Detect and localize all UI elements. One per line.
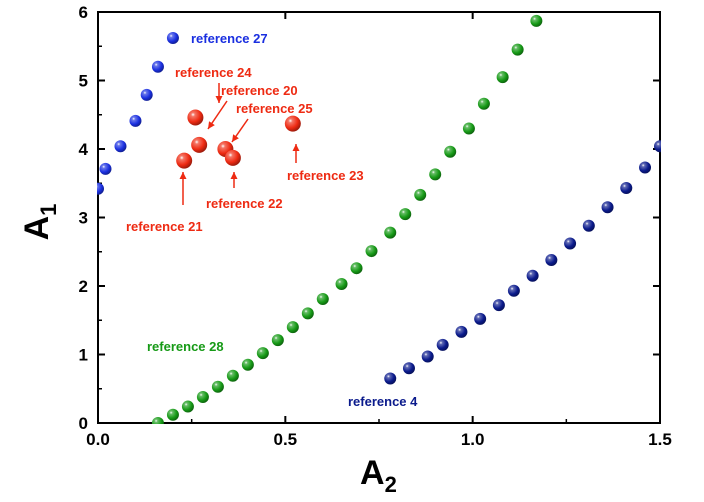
point-reference-27 [129, 114, 142, 127]
point-reference-4 [384, 372, 397, 385]
point-reference-27 [97, 182, 104, 195]
point-reference-28 [365, 245, 378, 258]
point-reference-4 [421, 350, 434, 363]
point-reference-28 [241, 358, 254, 371]
y-tick-label: 4 [79, 140, 89, 159]
point-reference-27 [99, 162, 112, 175]
point-reference-4 [507, 284, 520, 297]
y-axis-title-sub: 1 [36, 204, 61, 216]
annotations: reference 27 reference 24 reference 20 refe… [126, 31, 418, 409]
point-reference-4 [436, 338, 449, 351]
y-tick-label: 3 [79, 209, 88, 228]
point-reference-22 [224, 149, 241, 166]
y-tick-label: 0 [79, 414, 88, 433]
annotation-arrowhead [179, 172, 187, 179]
y-axis-title: A1 [18, 204, 61, 241]
point-reference-20 [191, 136, 208, 153]
point-reference-24 [187, 109, 204, 126]
annotation-reference-23: reference 23 [287, 168, 364, 183]
point-reference-28 [196, 390, 209, 403]
point-reference-28 [316, 293, 329, 306]
point-reference-4 [639, 161, 652, 174]
annotation-arrowhead [292, 144, 300, 151]
axes: 0.0 0.5 1.0 1.5 0 1 2 3 4 5 6 [79, 3, 672, 449]
point-reference-27 [151, 60, 164, 73]
point-reference-28 [166, 408, 179, 421]
point-reference-4 [564, 237, 577, 250]
annotation-reference-27: reference 27 [191, 31, 268, 46]
annotation-arrowhead [208, 121, 215, 129]
point-reference-27 [140, 88, 153, 101]
point-reference-4 [455, 325, 468, 338]
y-tick-label: 2 [79, 277, 88, 296]
annotation-arrowhead [230, 172, 238, 179]
x-tick-label: 0.5 [274, 430, 298, 449]
point-reference-4 [582, 219, 595, 232]
annotation-arrowhead [232, 134, 239, 142]
point-reference-4 [492, 299, 505, 312]
data-points [97, 14, 661, 424]
point-reference-21 [176, 152, 193, 169]
x-axis-title: A2 [360, 454, 397, 497]
point-reference-28 [530, 14, 543, 27]
point-reference-28 [271, 334, 284, 347]
point-reference-28 [211, 380, 224, 393]
point-reference-28 [151, 417, 164, 424]
point-reference-28 [256, 347, 269, 360]
x-tick-label: 1.5 [648, 430, 672, 449]
annotation-reference-25: reference 25 [236, 101, 313, 116]
annotation-reference-22: reference 22 [206, 196, 283, 211]
point-reference-28 [301, 307, 314, 320]
point-reference-28 [511, 43, 524, 56]
point-reference-28 [226, 369, 239, 382]
point-reference-28 [444, 145, 457, 158]
point-reference-4 [402, 362, 415, 375]
x-tick-label: 0.0 [86, 430, 110, 449]
point-reference-27 [166, 32, 179, 45]
point-reference-28 [181, 400, 194, 413]
y-axis-title-group: A1 [18, 204, 61, 241]
point-reference-28 [414, 188, 427, 201]
y-tick-label: 5 [79, 72, 88, 91]
y-tick-label: 1 [79, 346, 88, 365]
point-reference-27 [114, 140, 127, 153]
point-reference-28 [477, 97, 490, 110]
annotation-reference-28: reference 28 [147, 339, 224, 354]
point-reference-28 [286, 321, 299, 334]
x-axis-title-sub: 2 [385, 472, 397, 497]
point-reference-28 [384, 226, 397, 239]
point-reference-28 [429, 168, 442, 181]
point-reference-4 [474, 312, 487, 325]
point-reference-4 [526, 269, 539, 282]
point-reference-4 [654, 140, 661, 153]
point-reference-28 [350, 262, 363, 275]
point-reference-4 [545, 253, 558, 266]
annotation-reference-20: reference 20 [221, 83, 298, 98]
point-reference-4 [601, 201, 614, 214]
annotation-arrowhead [215, 96, 223, 103]
point-reference-28 [462, 122, 475, 135]
y-tick-label: 6 [79, 3, 88, 22]
point-reference-28 [399, 208, 412, 221]
point-reference-4 [620, 182, 633, 195]
point-reference-28 [496, 71, 509, 84]
annotation-reference-24: reference 24 [175, 65, 252, 80]
point-reference-23 [284, 115, 301, 132]
annotation-reference-4: reference 4 [348, 394, 418, 409]
point-reference-28 [335, 277, 348, 290]
x-tick-label: 1.0 [461, 430, 485, 449]
annotation-reference-21: reference 21 [126, 219, 203, 234]
